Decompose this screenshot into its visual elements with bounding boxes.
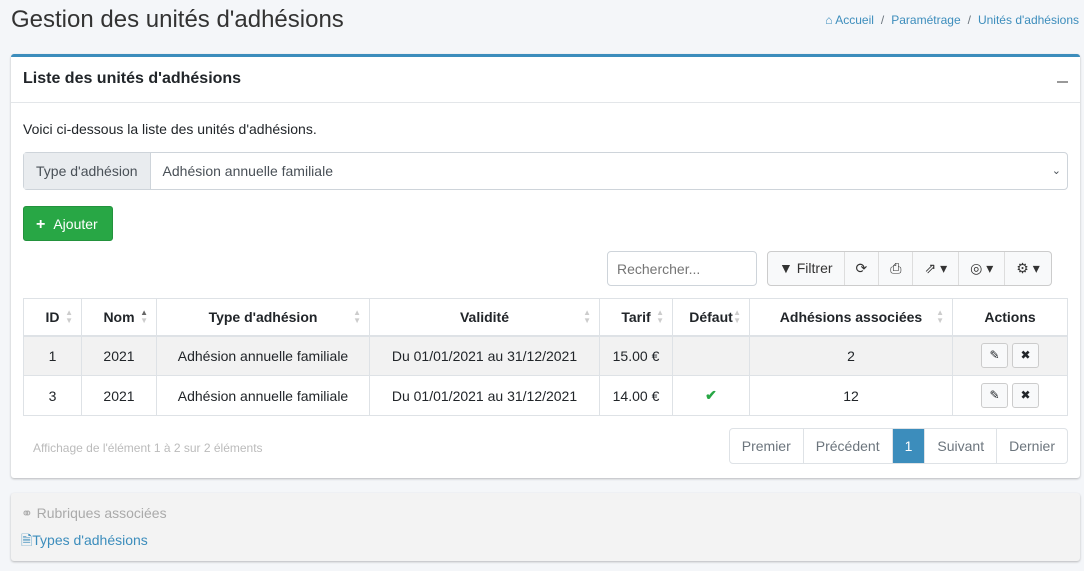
sort-icon: ▲ ▼ [656, 308, 664, 325]
refresh-icon: ⟳ [855, 260, 868, 276]
related-title: Rubriques associées [36, 505, 167, 521]
page-title: Gestion des unités d'adhésions [11, 6, 344, 33]
col-id[interactable]: ID ▲ ▼ [23, 298, 82, 337]
caret-down-icon: ▾ [940, 260, 948, 276]
edit-button[interactable]: ✎ [981, 383, 1008, 408]
delete-button[interactable]: ✖ [1012, 383, 1039, 408]
close-icon: ✖ [1020, 348, 1031, 363]
page-next[interactable]: Suivant [925, 429, 998, 463]
pagination: Premier Précédent 1 Suivant Dernier [728, 428, 1068, 464]
settings-button[interactable]: ⚙ ▾ [1005, 252, 1050, 285]
breadcrumb: ⌂ Accueil / Paramétrage / Unités d'adhésions [825, 13, 1079, 27]
check-icon: ✔ [705, 387, 717, 403]
caret-down-icon: ▾ [986, 260, 994, 276]
delete-button[interactable]: ✖ [1012, 343, 1039, 369]
related-card: ⚭ Rubriques associées 🗎Types d'adhésions [11, 493, 1080, 561]
col-type[interactable]: Type d'adhésion ▲ ▼ [156, 298, 370, 337]
share-icon: ⇗ [924, 260, 937, 276]
plus-icon: + [36, 216, 46, 233]
col-nom[interactable]: Nom ▲ ▼ [81, 298, 157, 337]
list-card: Liste des unités d'adhésions Voici ci-de… [11, 54, 1080, 478]
breadcrumb-current[interactable]: Unités d'adhésions [977, 13, 1079, 27]
print-icon: ⎙ [890, 260, 902, 276]
gear-icon: ⚙ [1016, 260, 1029, 276]
col-actions: Actions [952, 298, 1068, 337]
card-title: Liste des unités d'adhésions [11, 57, 1080, 103]
print-button[interactable]: ⎙ [879, 252, 914, 285]
table-row: 1 2021 Adhésion annuelle familiale Du 01/01… [23, 335, 1068, 376]
table-toolbar: ▼ Filtrer ⟳ ⎙ ⇗ ▾ ◎ ▾ ⚙ ▾ [767, 251, 1052, 286]
file-icon: 🗎 [21, 532, 33, 548]
sort-asc-icon: ▲ ▼ [140, 308, 148, 325]
units-table: ID ▲ ▼ Nom ▲ ▼ Type d'adhésion ▲ ▼ Validité ▲ ▼ … [23, 298, 1068, 416]
export-button[interactable]: ⇗ ▾ [913, 252, 960, 285]
table-info: Affichage de l'élément 1 à 2 sur 2 éléme… [33, 441, 263, 455]
caret-down-icon: ▾ [1032, 260, 1040, 276]
filter-button[interactable]: ▼ Filtrer [768, 252, 845, 285]
breadcrumb-parametrage[interactable]: Paramétrage [891, 13, 961, 27]
page-first[interactable]: Premier [730, 429, 804, 463]
default-cell: ✔ [672, 375, 750, 416]
select-label: Type d'adhésion [24, 153, 151, 189]
page-last[interactable]: Dernier [1009, 438, 1055, 454]
col-validite[interactable]: Validité ▲ ▼ [369, 298, 600, 337]
pencil-icon: ✎ [989, 348, 1000, 363]
chevron-down-icon: ⌄ [1051, 165, 1061, 177]
col-adhesions[interactable]: Adhésions associées ▲ ▼ [749, 298, 953, 337]
sort-icon: ▲ ▼ [936, 308, 944, 325]
link-icon: ⚭ [21, 505, 33, 521]
type-adhesion-select[interactable]: Type d'adhésion Adhésion annuelle famili… [23, 152, 1068, 190]
columns-visibility-button[interactable]: ◎ ▾ [959, 252, 1006, 285]
page-previous[interactable]: Précédent [804, 429, 893, 463]
sort-icon: ▲ ▼ [733, 308, 741, 325]
sort-icon: ▲ ▼ [583, 308, 591, 325]
table-row: 3 2021 Adhésion annuelle familiale Du 01/01… [23, 375, 1068, 416]
select-value: Adhésion annuelle familiale [162, 163, 333, 179]
collapse-icon[interactable] [1057, 81, 1068, 83]
close-icon: ✖ [1020, 388, 1031, 402]
sort-icon: ▲ ▼ [65, 308, 73, 325]
refresh-button[interactable]: ⟳ [845, 252, 880, 285]
default-cell [672, 335, 750, 376]
filter-icon: ▼ [779, 260, 793, 276]
sort-icon: ▲ ▼ [353, 308, 361, 325]
pencil-icon: ✎ [989, 388, 1000, 402]
add-button[interactable]: + Ajouter [23, 206, 113, 241]
search-input[interactable] [607, 251, 757, 286]
intro-text: Voici ci-dessous la liste des unités d'a… [23, 121, 317, 137]
col-defaut[interactable]: Défaut ▲ ▼ [672, 298, 750, 337]
edit-button[interactable]: ✎ [981, 343, 1008, 369]
related-link-types[interactable]: 🗎Types d'adhésions [21, 532, 148, 548]
col-tarif[interactable]: Tarif ▲ ▼ [599, 298, 673, 337]
breadcrumb-home[interactable]: ⌂ Accueil [825, 13, 874, 27]
home-icon: ⌂ [825, 13, 833, 27]
eye-slash-icon: ◎ [970, 260, 983, 276]
page-1[interactable]: 1 [892, 429, 926, 463]
